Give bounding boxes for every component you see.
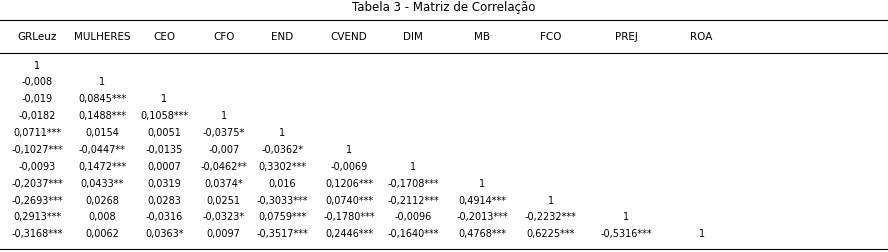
Text: 0,2913***: 0,2913*** (13, 212, 61, 223)
Text: -0,3033***: -0,3033*** (257, 196, 308, 206)
Text: -0,1027***: -0,1027*** (12, 145, 63, 155)
Text: 0,2446***: 0,2446*** (325, 229, 373, 239)
Text: -0,1708***: -0,1708*** (387, 179, 439, 189)
Text: 0,0268: 0,0268 (85, 196, 119, 206)
Text: GRLeuz: GRLeuz (18, 32, 57, 42)
Text: 0,4914***: 0,4914*** (458, 196, 506, 206)
Text: 1: 1 (346, 145, 352, 155)
Text: -0,2037***: -0,2037*** (12, 179, 63, 189)
Text: Tabela 3 - Matriz de Correlação: Tabela 3 - Matriz de Correlação (353, 1, 535, 14)
Text: CFO: CFO (213, 32, 234, 42)
Text: 1: 1 (99, 77, 105, 87)
Text: 0,0097: 0,0097 (207, 229, 241, 239)
Text: -0,0135: -0,0135 (146, 145, 183, 155)
Text: ROA: ROA (690, 32, 713, 42)
Text: 0,1058***: 0,1058*** (140, 111, 188, 121)
Text: -0,3517***: -0,3517*** (257, 229, 308, 239)
Text: -0,2013***: -0,2013*** (456, 212, 508, 223)
Text: -0,007: -0,007 (208, 145, 240, 155)
Text: -0,0447**: -0,0447** (79, 145, 125, 155)
Text: -0,3168***: -0,3168*** (12, 229, 63, 239)
Text: 1: 1 (162, 94, 167, 104)
Text: 0,0007: 0,0007 (147, 162, 181, 172)
Text: -0,1780***: -0,1780*** (323, 212, 375, 223)
Text: 1: 1 (548, 196, 553, 206)
Text: DIM: DIM (403, 32, 423, 42)
Text: 0,1472***: 0,1472*** (78, 162, 126, 172)
Text: -0,0323*: -0,0323* (202, 212, 245, 223)
Text: -0,5316***: -0,5316*** (600, 229, 652, 239)
Text: 0,0374*: 0,0374* (204, 179, 243, 189)
Text: -0,1640***: -0,1640*** (387, 229, 439, 239)
Text: -0,0362*: -0,0362* (261, 145, 304, 155)
Text: 0,6225***: 0,6225*** (527, 229, 575, 239)
Text: -0,0182: -0,0182 (19, 111, 56, 121)
Text: 0,0740***: 0,0740*** (325, 196, 373, 206)
Text: 1: 1 (480, 179, 485, 189)
Text: MB: MB (474, 32, 490, 42)
Text: 0,008: 0,008 (88, 212, 116, 223)
Text: -0,008: -0,008 (21, 77, 53, 87)
Text: 0,0051: 0,0051 (147, 128, 181, 138)
Text: -0,0093: -0,0093 (19, 162, 56, 172)
Text: 0,1206***: 0,1206*** (325, 179, 373, 189)
Text: 1: 1 (623, 212, 629, 223)
Text: END: END (271, 32, 294, 42)
Text: -0,2112***: -0,2112*** (387, 196, 439, 206)
Text: -0,2232***: -0,2232*** (525, 212, 576, 223)
Text: 1: 1 (221, 111, 226, 121)
Text: 1: 1 (280, 128, 285, 138)
Text: 1: 1 (35, 60, 40, 71)
Text: 1: 1 (699, 229, 704, 239)
Text: 0,0154: 0,0154 (85, 128, 119, 138)
Text: -0,0375*: -0,0375* (202, 128, 245, 138)
Text: 0,0363*: 0,0363* (145, 229, 184, 239)
Text: -0,0462**: -0,0462** (201, 162, 247, 172)
Text: PREJ: PREJ (614, 32, 638, 42)
Text: 0,4768***: 0,4768*** (458, 229, 506, 239)
Text: 0,0759***: 0,0759*** (258, 212, 306, 223)
Text: -0,0069: -0,0069 (330, 162, 368, 172)
Text: 0,0283: 0,0283 (147, 196, 181, 206)
Text: -0,2693***: -0,2693*** (12, 196, 63, 206)
Text: -0,019: -0,019 (21, 94, 53, 104)
Text: 0,0062: 0,0062 (85, 229, 119, 239)
Text: MULHERES: MULHERES (74, 32, 131, 42)
Text: 1: 1 (410, 162, 416, 172)
Text: -0,0096: -0,0096 (394, 212, 432, 223)
Text: 0,3302***: 0,3302*** (258, 162, 306, 172)
Text: CEO: CEO (154, 32, 175, 42)
Text: -0,0316: -0,0316 (146, 212, 183, 223)
Text: 0,0711***: 0,0711*** (13, 128, 61, 138)
Text: 0,0845***: 0,0845*** (78, 94, 126, 104)
Text: 0,0319: 0,0319 (147, 179, 181, 189)
Text: FCO: FCO (540, 32, 561, 42)
Text: 0,016: 0,016 (268, 179, 297, 189)
Text: 0,0251: 0,0251 (207, 196, 241, 206)
Text: 0,0433**: 0,0433** (81, 179, 123, 189)
Text: 0,1488***: 0,1488*** (78, 111, 126, 121)
Text: CVEND: CVEND (330, 32, 368, 42)
